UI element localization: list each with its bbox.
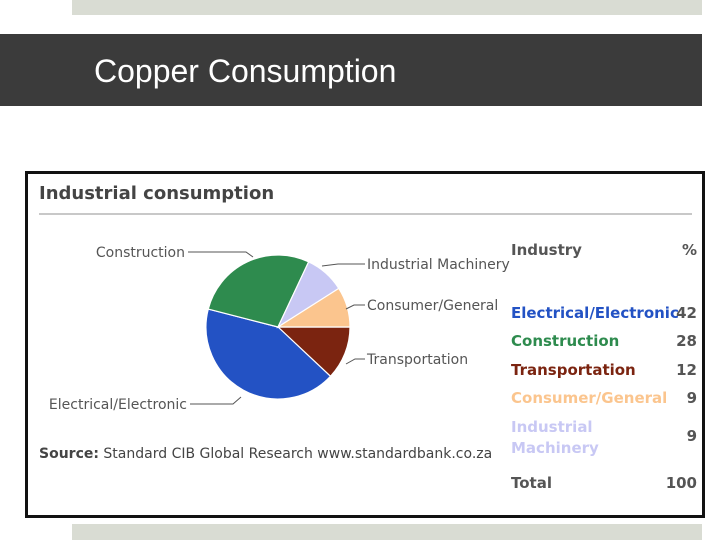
heading-divider — [39, 213, 692, 215]
pie-chart: Construction Industrial Machinery Consum… — [49, 245, 510, 413]
table-row-label-construction: Construction — [511, 332, 620, 350]
slice-label-industrial-machinery: Industrial Machinery — [367, 257, 510, 273]
pie-slice-electrical-electronic — [205, 308, 332, 400]
data-table: Industry % Electrical/Electronic 42 Cons… — [28, 174, 702, 515]
leader-line-transportation — [345, 358, 365, 365]
top-decor-strip — [72, 0, 702, 15]
slice-label-consumer-general: Consumer/General — [367, 298, 498, 314]
callout-industrial-machinery: Industrial Machinery — [321, 257, 510, 273]
source-text: Standard CIB Global Research www.standar… — [103, 446, 493, 462]
callout-electrical-electronic: Electrical/Electronic — [49, 396, 242, 413]
slice-label-construction: Construction — [96, 245, 185, 261]
table-row-label-electrical: Electrical/Electronic — [511, 304, 679, 322]
leader-line-industrial-machinery — [321, 263, 365, 267]
table-header-percent: % — [681, 241, 697, 259]
pie-slice-consumer-general — [275, 287, 351, 328]
source-label: Source: — [39, 446, 99, 462]
bottom-decor-strip — [72, 524, 702, 540]
slide-title: Copper Consumption — [94, 53, 397, 89]
leader-line-electrical-electronic — [190, 396, 242, 405]
source-note: Source: Standard CIB Global Research www… — [39, 446, 492, 462]
callout-construction: Construction — [96, 245, 254, 261]
slide-title-bar — [0, 34, 702, 106]
slice-label-electrical-electronic: Electrical/Electronic — [49, 397, 187, 413]
table-total-value: 100 — [665, 474, 697, 492]
table-header-industry: Industry — [511, 241, 582, 259]
table-row-label-consumer: Consumer/General — [511, 389, 668, 407]
table-row-label-industrial-machinery: Industrial Machinery — [511, 418, 599, 457]
table-row-value-transportation: 12 — [676, 361, 697, 379]
table-row-value-industrial-machinery: 9 — [686, 427, 697, 445]
table-row-value-electrical: 42 — [676, 304, 697, 322]
table-row-value-consumer: 9 — [686, 389, 697, 407]
chart-panel: Industrial consumption Construction Indu… — [25, 171, 705, 518]
table-row-value-construction: 28 — [676, 332, 697, 350]
chart-title: Industrial consumption — [39, 183, 275, 204]
callout-transportation: Transportation — [345, 352, 468, 368]
pie-slice-construction — [207, 254, 310, 328]
table-row-label-transportation: Transportation — [511, 361, 636, 379]
callout-consumer-general: Consumer/General — [345, 298, 498, 314]
slice-label-transportation: Transportation — [366, 352, 468, 368]
leader-line-construction — [188, 251, 254, 258]
leader-line-consumer-general — [345, 304, 365, 310]
table-total-label: Total — [511, 474, 552, 492]
